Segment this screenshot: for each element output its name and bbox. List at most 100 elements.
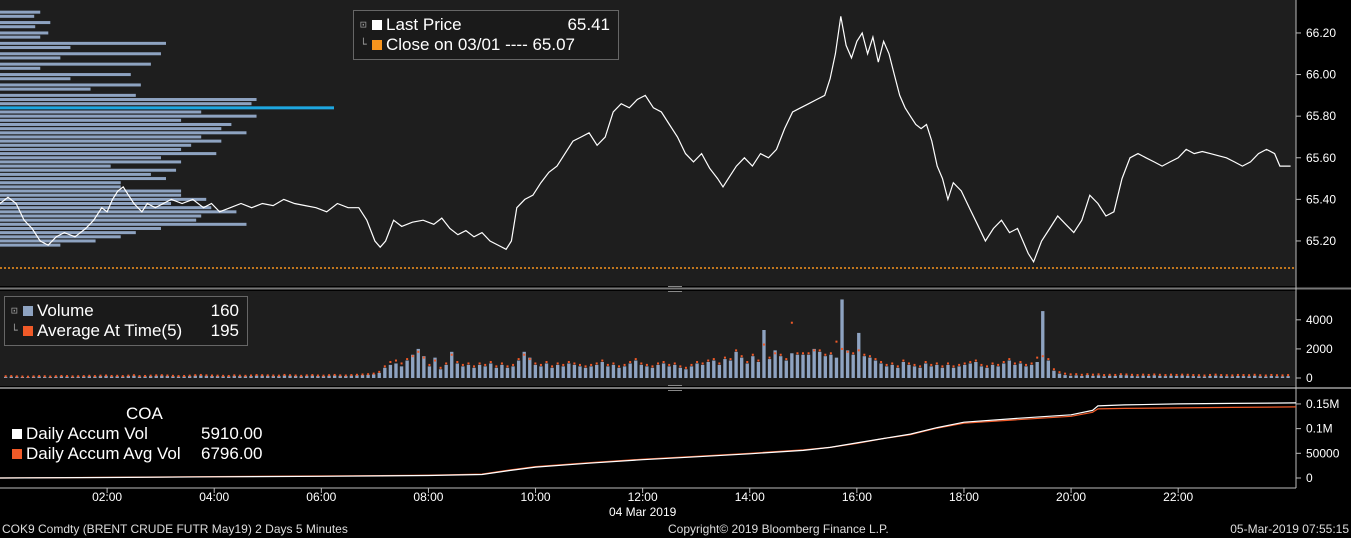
average-point (1147, 373, 1150, 376)
volume-bar (93, 376, 97, 378)
volume-bar (912, 366, 917, 378)
average-point (1130, 373, 1133, 376)
average-point (261, 374, 264, 377)
legend-item-volume[interactable]: ⊡ Volume 160 (11, 301, 239, 321)
average-point (188, 374, 191, 377)
profile-bar (0, 41, 166, 45)
average-point (1170, 373, 1173, 376)
volume-bar (450, 351, 454, 378)
average-point (394, 359, 397, 362)
profile-bar (0, 14, 35, 18)
volume-bar (500, 364, 504, 378)
average-point (590, 363, 593, 366)
panel-resize-handle[interactable] (668, 286, 682, 292)
average-point (723, 356, 726, 359)
profile-bar (0, 106, 334, 110)
average-point (551, 365, 554, 368)
volume-bar (98, 376, 103, 378)
volume-bar (706, 362, 710, 378)
average-point (857, 349, 860, 352)
volume-bar (1286, 376, 1290, 378)
volume-bar (857, 332, 861, 378)
volume-bar (282, 375, 287, 378)
profile-bar (0, 197, 207, 201)
volume-bar (617, 367, 621, 378)
average-point (601, 359, 604, 362)
volume-bar (1174, 375, 1179, 378)
price-panel (0, 0, 1296, 286)
volume-bar (784, 360, 788, 378)
volume-bar (951, 367, 956, 378)
volume-bar (227, 376, 231, 378)
legend-item-last-price[interactable]: ⊡ Last Price 65.41 (360, 15, 610, 35)
average-point (344, 374, 347, 377)
profile-bar (0, 93, 136, 97)
volume-bar (823, 356, 827, 378)
average-point (712, 358, 715, 361)
average-point (289, 374, 292, 377)
average-point (205, 374, 208, 377)
average-point (684, 366, 687, 369)
volume-bar (974, 362, 978, 378)
average-point (1064, 372, 1067, 375)
average-point (60, 374, 63, 377)
average-point (1242, 374, 1245, 377)
average-point (673, 362, 676, 365)
y-tick-label: 2000 (1306, 342, 1333, 356)
volume-bar (193, 375, 197, 378)
average-point (980, 363, 983, 366)
legend-label: Average At Time(5) (37, 321, 183, 340)
x-tick-label: 10:00 (521, 490, 551, 504)
y-tick-label: 0.1M (1306, 422, 1333, 436)
average-point (545, 361, 548, 363)
volume-bar (740, 357, 744, 378)
average-point (863, 353, 866, 356)
average-point (160, 374, 163, 377)
volume-bar (316, 375, 320, 378)
panel-resize-handle[interactable] (668, 385, 682, 391)
volume-bar (767, 359, 772, 378)
y-tick-label: 66.20 (1306, 26, 1336, 40)
average-point (1287, 374, 1290, 377)
average-point (199, 373, 202, 376)
volume-bar (756, 362, 761, 378)
volume-bar (667, 366, 671, 378)
volume-bar (957, 366, 961, 378)
average-point (1231, 374, 1234, 377)
volume-bar (544, 363, 549, 378)
profile-bar (0, 202, 172, 206)
average-point (517, 358, 520, 361)
volume-bar (1119, 375, 1123, 378)
swatch-icon (372, 20, 382, 30)
volume-bar (1096, 375, 1101, 378)
profile-bar (0, 243, 61, 247)
legend-item-close[interactable]: └ Close on 03/01 ---- 65.07 (360, 35, 610, 55)
volume-bar (210, 375, 214, 378)
average-point (829, 352, 832, 355)
volume-bar (1169, 375, 1173, 378)
profile-bar (0, 102, 252, 106)
volume-bar (204, 375, 209, 378)
average-point (885, 363, 888, 366)
average-point (1086, 373, 1089, 376)
profile-bar (0, 114, 257, 118)
legend-item-average[interactable]: └ Average At Time(5) 195 (11, 321, 239, 341)
volume-bar (990, 364, 995, 378)
y-tick-label: 65.40 (1306, 192, 1336, 206)
average-point (1214, 373, 1217, 376)
profile-bar (0, 143, 192, 147)
price-legend[interactable]: ⊡ Last Price 65.41 └ Close on 03/01 ----… (353, 10, 619, 60)
legend-value: 195 (210, 321, 239, 340)
average-point (439, 366, 442, 369)
volume-bar (650, 367, 655, 378)
average-point (662, 361, 665, 363)
accum-vol-line (0, 402, 1297, 479)
legend-label: Daily Accum Vol (26, 424, 148, 443)
volume-bar (628, 363, 632, 378)
volume-bar (528, 357, 532, 378)
profile-bar (0, 77, 71, 81)
average-point (38, 375, 41, 378)
average-point (71, 375, 74, 378)
average-point (902, 359, 905, 362)
volume-legend[interactable]: ⊡ Volume 160 └ Average At Time(5) 195 (4, 296, 248, 346)
